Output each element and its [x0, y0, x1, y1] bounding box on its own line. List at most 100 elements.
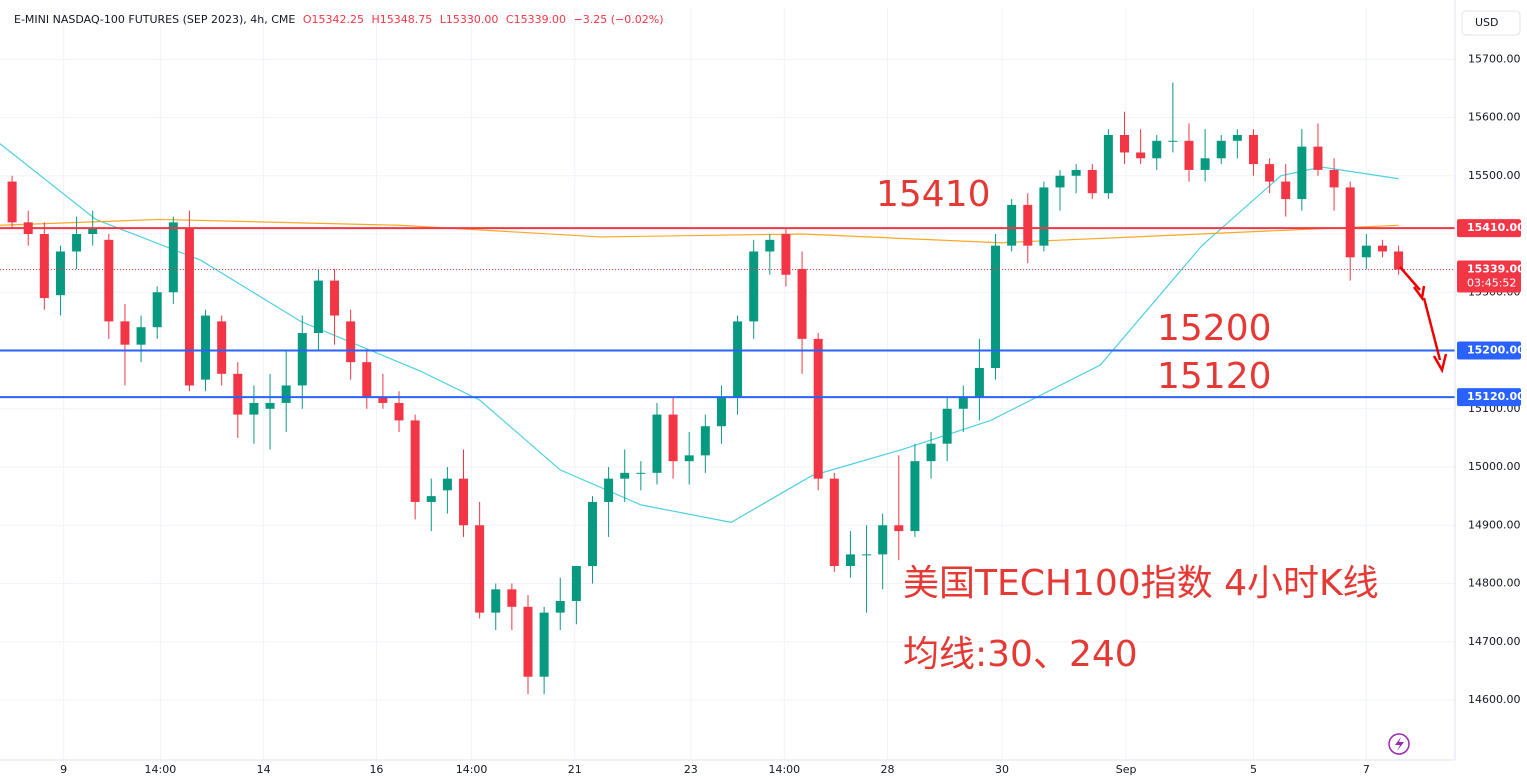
ohlc: H15348.75 — [371, 13, 433, 26]
candle-body — [862, 554, 872, 556]
candle-body — [281, 385, 291, 403]
candle-body — [684, 455, 694, 462]
candle-body — [362, 362, 372, 398]
candle-body — [894, 525, 904, 532]
level-label: 15200.00 — [1467, 344, 1525, 357]
candle-body — [555, 600, 565, 613]
candle-body — [620, 472, 630, 479]
countdown: 03:45:52 — [1467, 277, 1516, 290]
candle-body — [1071, 169, 1081, 176]
arrow — [1399, 266, 1448, 374]
candle-body — [604, 478, 614, 502]
x-tick-label: 14:00 — [456, 763, 488, 776]
ohlc: O15342.25 — [302, 13, 364, 26]
y-tick-label: 15500.00 — [1468, 169, 1521, 182]
candle-body — [716, 397, 726, 427]
candle-body — [1232, 134, 1242, 141]
candle-body — [571, 566, 581, 601]
candle-body — [55, 251, 65, 296]
candle-body — [1055, 175, 1065, 188]
y-tick-label: 14600.00 — [1468, 693, 1521, 706]
candle-body — [668, 414, 678, 462]
x-tick-label: 14:00 — [145, 763, 177, 776]
candle-body — [765, 239, 775, 252]
candle-body — [1377, 245, 1387, 252]
candle-body — [845, 554, 855, 567]
x-tick-label: 30 — [995, 763, 1009, 776]
currency: USD — [1475, 16, 1499, 29]
candle-body — [1152, 140, 1162, 159]
x-tick-label: 14:00 — [768, 763, 800, 776]
candle-body — [7, 181, 17, 223]
candle-body — [878, 525, 888, 555]
x-tick-label: 21 — [568, 763, 582, 776]
icon[interactable] — [1388, 733, 1410, 755]
annotation: 均线:30、240 — [903, 634, 1138, 675]
candle-body — [265, 402, 275, 409]
candle-body — [1281, 181, 1291, 200]
candle-body — [152, 292, 162, 328]
candle-body — [1248, 134, 1258, 165]
candle-body — [1265, 164, 1275, 182]
last-price-box — [1457, 260, 1521, 293]
candle-body — [1297, 146, 1307, 200]
candle-body — [410, 420, 420, 502]
x-tick-label: 5 — [1250, 763, 1257, 776]
candle-body — [136, 327, 146, 345]
candle-body — [184, 228, 194, 386]
candle-body — [1345, 187, 1355, 258]
level-label-box — [1457, 341, 1521, 360]
candle-body — [1329, 169, 1339, 188]
last-price-label: 15339.00 — [1467, 263, 1525, 276]
candle-body — [700, 426, 710, 456]
candle-body — [587, 501, 597, 567]
x-tick-label: 7 — [1363, 763, 1370, 776]
x-tick-label: 16 — [369, 763, 383, 776]
icon — [1395, 737, 1404, 751]
x-tick-label: 14 — [257, 763, 271, 776]
candle-body — [652, 414, 662, 473]
candle-body — [1103, 134, 1113, 194]
candle-body — [201, 315, 211, 380]
candle-body — [1361, 245, 1371, 258]
candle-body — [539, 612, 549, 677]
y-tick-label: 14800.00 — [1468, 577, 1521, 590]
candle-body — [330, 280, 340, 316]
candle-body — [346, 321, 356, 363]
candle-body — [459, 478, 469, 526]
level-label: 15120.00 — [1467, 390, 1525, 403]
candle-body — [974, 367, 984, 398]
candle-body — [749, 251, 759, 322]
candle-body — [910, 461, 920, 532]
x-tick-label: 9 — [60, 763, 67, 776]
candle-body — [636, 472, 646, 474]
candle-body — [813, 338, 823, 479]
ohlc: L15330.00 — [439, 13, 499, 26]
candle-body — [394, 402, 404, 421]
annotation: 15200 — [1157, 308, 1272, 349]
candle-body — [104, 239, 114, 322]
x-tick-label: 23 — [684, 763, 698, 776]
candle-body — [507, 589, 517, 607]
ohlc: C15339.00 — [505, 13, 567, 26]
currency-box[interactable] — [1461, 10, 1521, 36]
candle-body — [233, 373, 243, 415]
candle-body — [491, 589, 501, 613]
candle-body — [313, 280, 323, 334]
candle-body — [942, 408, 952, 444]
candle-body — [1039, 187, 1049, 246]
candle-body — [1184, 140, 1194, 170]
change: −3.25 (−0.02%) — [573, 13, 664, 26]
candle-body — [1168, 140, 1178, 142]
moving-average — [0, 143, 1399, 523]
candle-body — [72, 234, 82, 252]
candle-body — [781, 234, 791, 275]
annotation: 15120 — [1157, 356, 1272, 397]
y-tick-label: 14900.00 — [1468, 518, 1521, 531]
candle-body — [475, 525, 485, 613]
candle-body — [1087, 169, 1097, 194]
candle-body — [120, 321, 130, 345]
candle-body — [39, 234, 49, 299]
